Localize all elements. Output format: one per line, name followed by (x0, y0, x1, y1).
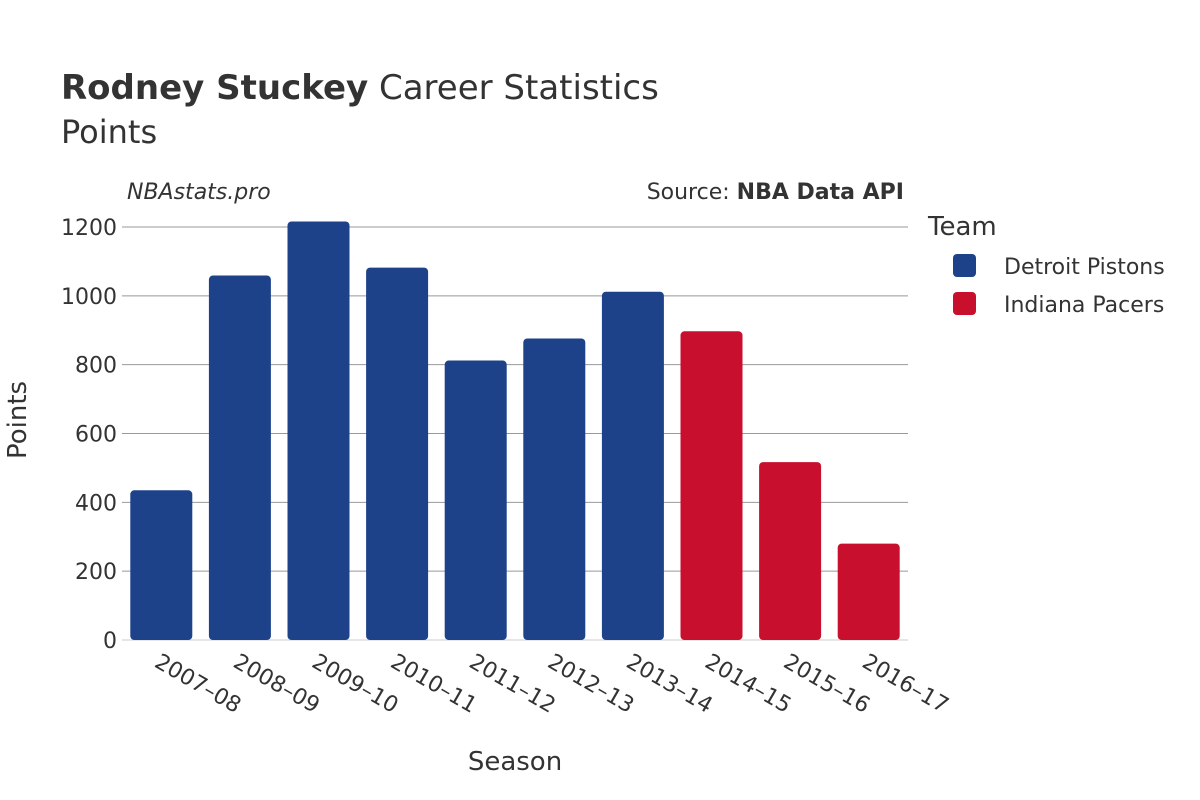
bar (523, 338, 586, 640)
bar (759, 462, 822, 640)
chart-title: Rodney Stuckey Career Statistics (61, 66, 659, 110)
y-tick-label: 1200 (61, 216, 117, 241)
x-tick-label: 2009–10 (308, 650, 403, 719)
bar (837, 543, 900, 640)
y-tick-label: 0 (103, 629, 117, 654)
y-tick-label: 800 (75, 354, 117, 379)
x-tick-label: 2008–09 (229, 650, 324, 719)
source-name: NBA Data API (737, 180, 904, 205)
bar (130, 490, 193, 640)
bar (680, 331, 743, 640)
legend-label: Indiana Pacers (1004, 293, 1164, 318)
chart-title-rest: Career Statistics (378, 68, 659, 108)
x-tick-label: 2010–11 (386, 650, 481, 719)
bar (444, 360, 507, 640)
bar (287, 221, 350, 640)
x-tick-label: 2007–08 (150, 650, 245, 719)
chart-subtitle: Points (61, 113, 158, 151)
bars (130, 221, 900, 640)
y-tick-label: 600 (75, 423, 117, 448)
legend: Team Detroit Pistons Indiana Pacers (927, 212, 1165, 318)
bar (208, 275, 271, 640)
x-tick-label: 2014–15 (701, 650, 796, 719)
legend-swatch (953, 292, 976, 315)
legend-label: Detroit Pistons (1004, 255, 1165, 280)
x-tick-label: 2011–12 (465, 650, 560, 719)
x-tick-labels: 2007–082008–092009–102010–112011–122012–… (150, 650, 952, 719)
legend-title: Team (927, 212, 997, 242)
x-tick-label: 2016–17 (858, 650, 953, 719)
x-axis-title: Season (468, 747, 562, 777)
y-tick-label: 200 (75, 560, 117, 585)
y-tick-label: 1000 (61, 285, 117, 310)
y-tick-label: 400 (75, 491, 117, 516)
x-tick-label: 2012–13 (543, 650, 638, 719)
y-tick-labels: 0 200 400 600 800 1000 1200 (61, 216, 117, 654)
legend-swatch (953, 254, 976, 277)
bar (601, 291, 664, 640)
site-credit: NBAstats.pro (127, 180, 271, 205)
x-tick-label: 2013–14 (622, 650, 717, 719)
source-credit: Source: NBA Data API (647, 180, 904, 205)
y-axis-title: Points (3, 381, 33, 459)
x-tick-label: 2015–16 (779, 650, 874, 719)
source-prefix: Source: (647, 180, 737, 205)
bar (366, 267, 429, 640)
chart-title-player: Rodney Stuckey (61, 68, 369, 108)
